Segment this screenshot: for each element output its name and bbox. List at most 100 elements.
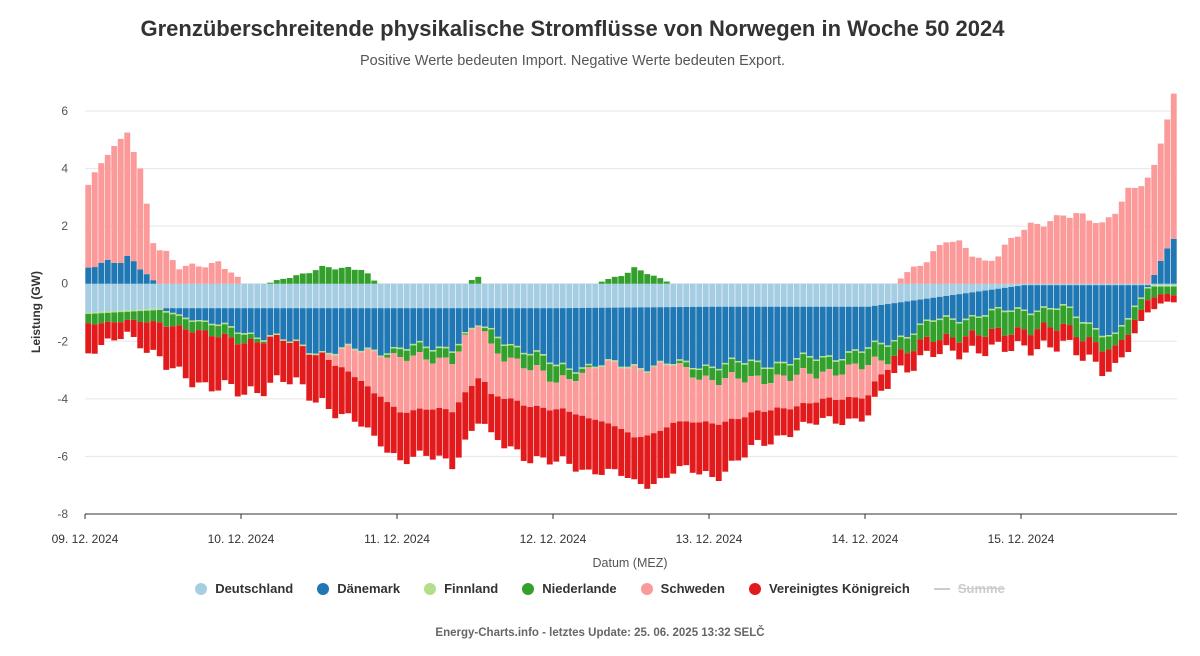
legend-label-finnland: Finnland [444,581,499,596]
bar-deutschland [761,283,768,307]
bar-vereinigtes-k-nigreich [702,421,709,472]
bar-schweden [1047,221,1054,284]
bar-schweden [507,357,514,399]
bar-niederlande [520,354,527,369]
bar-niederlande [1170,286,1177,296]
bar-schweden [1144,177,1151,284]
bar-d-nemark [124,255,131,284]
bar-vereinigtes-k-nigreich [611,426,618,470]
bar-finnland [299,344,306,347]
bar-finnland [884,345,891,347]
bar-niederlande [189,321,196,333]
bar-schweden [1079,213,1086,284]
bar-schweden [215,261,222,284]
legend-item-schweden[interactable]: Schweden [640,581,725,596]
bar-niederlande [228,327,235,338]
bar-vereinigtes-k-nigreich [845,397,852,419]
bar-deutschland [624,283,631,308]
legend-item-summe[interactable]: Summe [933,581,1005,596]
bar-deutschland [299,283,306,309]
bar-finnland [462,332,469,334]
bar-schweden [533,365,540,406]
bar-schweden [813,378,820,403]
bar-d-nemark [351,308,358,349]
bar-schweden [390,353,397,407]
bar-niederlande [312,270,319,284]
bar-d-nemark [579,307,586,368]
legend-item-deutschland[interactable]: Deutschland [195,581,293,596]
bar-d-nemark [462,308,469,333]
bar-d-nemark [150,280,157,284]
bar-d-nemark [514,308,521,346]
bar-deutschland [637,283,644,308]
bar-d-nemark [364,308,371,348]
bar-finnland [390,347,397,349]
bar-deutschland [371,283,378,309]
bar-vereinigtes-k-nigreich [527,407,534,464]
bar-schweden [130,152,137,262]
bar-deutschland [819,283,826,307]
bar-finnland [793,358,800,360]
bar-schweden [182,265,189,284]
bar-niederlande [208,325,215,337]
stacked-bars [85,93,1177,489]
bar-niederlande [780,363,787,376]
bar-niederlande [501,345,508,362]
bar-finnland [104,311,111,313]
bar-d-nemark [800,306,807,353]
bar-d-nemark [897,302,904,336]
bar-deutschland [1021,283,1028,286]
bar-finnland [871,340,878,343]
bar-vereinigtes-k-nigreich [384,402,391,453]
bar-d-nemark [936,296,943,319]
bar-schweden [618,368,625,430]
bar-finnland [709,366,716,369]
bar-finnland [813,359,820,362]
bar-schweden [572,381,579,415]
legend-item-finnland[interactable]: Finnland [424,581,498,596]
bar-schweden [91,172,98,268]
bar-finnland [358,350,365,353]
legend-item-vereinigtes-koenigreich[interactable]: Vereinigtes Königreich [748,581,910,596]
bar-niederlande [683,362,690,368]
y-tick-label: 6 [61,104,68,118]
bar-niederlande [1034,311,1041,330]
bar-d-nemark [98,262,105,284]
bar-deutschland [956,283,963,295]
bar-schweden [553,382,560,410]
bar-finnland [533,350,540,352]
bar-schweden [852,363,859,398]
bar-vereinigtes-k-nigreich [325,359,332,410]
legend-item-daenemark[interactable]: Dänemark [317,581,400,596]
bar-vereinigtes-k-nigreich [299,346,306,385]
bar-vereinigtes-k-nigreich [1118,339,1125,358]
bar-finnland [1138,297,1145,299]
y-axis-title: Leistung (GW) [29,271,43,353]
bar-schweden [800,368,807,404]
bar-niederlande [1073,318,1080,338]
bar-deutschland [754,283,761,307]
bar-deutschland [267,283,274,309]
bar-vereinigtes-k-nigreich [364,386,371,428]
bar-schweden [683,367,690,422]
bar-deutschland [787,283,794,307]
bar-schweden [403,360,410,413]
bar-schweden [995,256,1002,284]
bar-finnland [969,315,976,317]
bar-d-nemark [299,308,306,345]
bar-schweden [332,355,339,366]
bar-d-nemark [1066,285,1073,307]
bar-vereinigtes-k-nigreich [1099,351,1106,377]
bar-deutschland [650,283,657,308]
bar-niederlande [442,348,449,358]
bar-schweden [1073,213,1080,284]
bar-d-nemark [501,308,508,345]
bar-vereinigtes-k-nigreich [540,407,547,458]
bar-finnland [371,349,378,352]
legend-item-niederlande[interactable]: Niederlande [522,581,617,596]
bar-d-nemark [319,308,326,352]
bar-finnland [611,360,618,362]
bar-deutschland [800,283,807,307]
bar-deutschland [1086,283,1093,286]
bar-deutschland [923,283,930,299]
